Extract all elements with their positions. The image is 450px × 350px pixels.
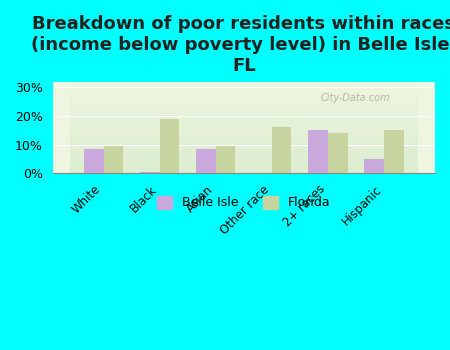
Bar	[70, 89, 418, 91]
Bar	[70, 156, 418, 158]
Bar	[70, 159, 418, 161]
Bar	[196, 149, 216, 173]
Bar	[70, 124, 418, 126]
Bar	[70, 146, 418, 147]
Bar	[272, 127, 292, 173]
Legend: Belle Isle, Florida: Belle Isle, Florida	[152, 191, 336, 215]
Bar	[70, 92, 418, 94]
Bar	[70, 140, 418, 141]
Bar	[70, 144, 418, 146]
Bar	[70, 135, 418, 136]
Bar	[70, 115, 418, 117]
Bar	[364, 159, 384, 173]
Bar	[70, 91, 418, 92]
Bar	[70, 107, 418, 109]
Bar	[70, 141, 418, 143]
Text: City-Data.com: City-Data.com	[320, 93, 390, 103]
Bar	[70, 111, 418, 112]
Bar	[84, 149, 104, 173]
Bar	[70, 127, 418, 129]
Bar	[308, 130, 328, 173]
Bar	[70, 158, 418, 159]
Bar	[140, 172, 160, 173]
Bar	[70, 123, 418, 124]
Bar	[70, 143, 418, 144]
Bar	[216, 146, 235, 173]
Bar	[70, 109, 418, 111]
Title: Breakdown of poor residents within races
(income below poverty level) in Belle I: Breakdown of poor residents within races…	[31, 15, 450, 75]
Bar	[70, 170, 418, 172]
Bar	[70, 103, 418, 105]
Bar	[70, 85, 418, 86]
Bar	[70, 114, 418, 115]
Bar	[70, 117, 418, 118]
Bar	[384, 130, 404, 173]
Bar	[70, 94, 418, 96]
Bar	[160, 119, 179, 173]
Bar	[70, 138, 418, 140]
Bar	[70, 161, 418, 162]
Bar	[70, 105, 418, 106]
Bar	[70, 129, 418, 131]
Bar	[70, 98, 418, 100]
Bar	[328, 133, 347, 173]
Bar	[70, 132, 418, 133]
Bar	[70, 169, 418, 170]
Bar	[70, 88, 418, 89]
Bar	[70, 172, 418, 173]
Bar	[70, 83, 418, 85]
Bar	[70, 82, 418, 83]
Bar	[70, 133, 418, 135]
Bar	[70, 136, 418, 138]
Bar	[70, 167, 418, 169]
Bar	[70, 150, 418, 152]
Bar	[70, 126, 418, 127]
Bar	[70, 100, 418, 102]
Bar	[70, 121, 418, 123]
Bar	[70, 164, 418, 166]
Bar	[70, 155, 418, 156]
Bar	[70, 120, 418, 121]
Bar	[70, 131, 418, 132]
Bar	[70, 86, 418, 88]
Bar	[70, 97, 418, 98]
Bar	[70, 106, 418, 107]
Bar	[70, 162, 418, 164]
Bar	[70, 166, 418, 167]
Bar	[104, 146, 123, 173]
Bar	[70, 153, 418, 155]
Bar	[70, 147, 418, 149]
Bar	[70, 102, 418, 103]
Bar	[70, 112, 418, 114]
Bar	[70, 149, 418, 150]
Bar	[70, 152, 418, 153]
Bar	[70, 118, 418, 120]
Bar	[70, 96, 418, 97]
